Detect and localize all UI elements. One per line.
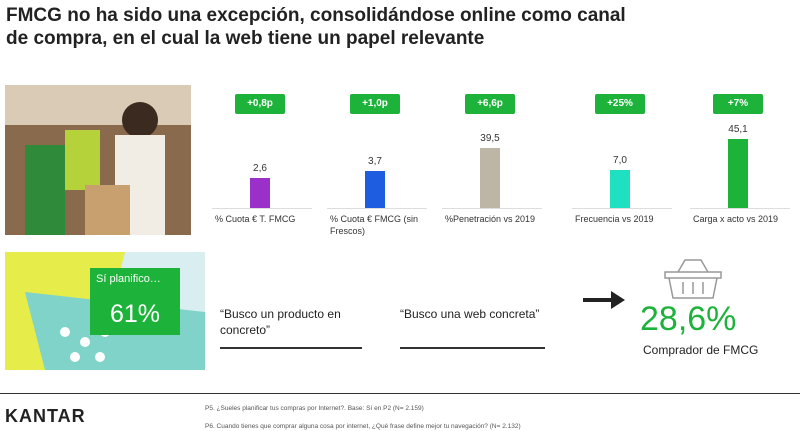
quote: “Busco una web concreta” [400,307,540,321]
value-label: 7,0 [613,155,627,167]
planning-box [90,268,180,335]
category-label: % Cuota € T. FMCG [215,214,296,224]
value-label: 3,7 [368,156,382,167]
buyer-label: Comprador de FMCG [643,343,759,357]
baseline [212,208,312,209]
divider [0,393,800,394]
value-label: 39,5 [480,132,500,144]
baseline [327,208,427,209]
buyer-value: 28,6% [640,300,737,338]
footnote: P6. Cuando tienes que comprar alguna cos… [205,423,521,430]
change-badge: +25% [595,94,645,114]
arrow [583,291,625,309]
category-label: % Cuota € FMCG (sin Frescos) [330,214,419,236]
baseline [572,208,672,209]
quote: “Busco un producto en concreto” [220,307,341,337]
change-badge: +0,8p [235,94,285,114]
bar [365,171,385,208]
baseline [690,208,790,209]
underline [400,347,545,349]
bar [728,139,748,208]
bar [250,177,270,208]
value-label: 2,6 [253,162,267,174]
basket-icon [664,259,722,299]
change-badge: +6,6p [465,94,515,114]
value-label: 45,1 [728,124,748,136]
shopping-photo [5,85,191,235]
title: FMCG no ha sido una excepción, consolidá… [6,5,626,49]
change-badge: +1,0p [350,94,400,114]
category-label: %Penetración vs 2019 [445,214,536,224]
change-badge: +7% [713,94,763,114]
underline [220,347,362,349]
planning-label: Sí planifico… [96,273,161,285]
bar [610,170,630,208]
baseline [442,208,542,209]
planning-value: 61% [109,300,161,328]
category-label: Frecuencia vs 2019 [575,214,654,224]
footnote: P5. ¿Sueles planificar tus compras por I… [205,405,424,412]
brand: KANTAR [5,406,86,426]
category-label: Carga x acto vs 2019 [693,214,779,224]
bar [480,147,500,208]
